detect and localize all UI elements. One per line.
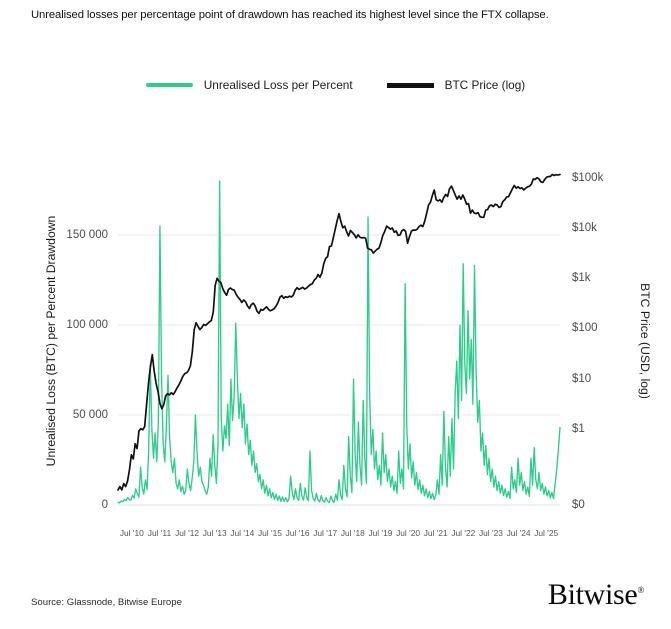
x-tick-0: Jul '10	[119, 528, 144, 538]
x-tick-6: Jul '16	[285, 528, 310, 538]
legend-item-unrealised-loss[interactable]: Unrealised Loss per Percent	[145, 78, 353, 92]
bitwise-wordmark: Bitwise	[547, 578, 638, 611]
x-tick-3: Jul '13	[202, 528, 227, 538]
x-tick-2: Jul '12	[175, 528, 200, 538]
x-tick-8: Jul '18	[340, 528, 365, 538]
x-tick-1: Jul '11	[147, 528, 172, 538]
y-axis-left-ticks: 0 50 000 100 000 150 000	[0, 0, 108, 629]
x-tick-10: Jul '20	[396, 528, 421, 538]
x-tick-14: Jul '24	[506, 528, 531, 538]
y-tick-right-5: $10k	[572, 222, 597, 235]
chart-legend: Unrealised Loss per Percent BTC Price (l…	[0, 78, 671, 92]
y-tick-right-4: $1k	[572, 272, 591, 285]
bitwise-logo: Bitwise®	[548, 578, 644, 612]
y-tick-right-3: $100	[572, 322, 598, 335]
x-tick-5: Jul '15	[257, 528, 282, 538]
x-tick-12: Jul '22	[451, 528, 476, 538]
y-tick-left-2: 100 000	[66, 319, 108, 331]
legend-item-btc-price[interactable]: BTC Price (log)	[386, 78, 526, 92]
y-tick-left-0: 0	[101, 499, 108, 511]
y-tick-right-6: $100k	[572, 172, 604, 185]
x-tick-9: Jul '19	[368, 528, 393, 538]
legend-label-btc-price: BTC Price (log)	[444, 78, 526, 92]
legend-swatch-black	[386, 82, 434, 88]
y-tick-left-3: 150 000	[66, 229, 108, 241]
y-tick-right-0: $0	[572, 499, 585, 511]
x-tick-7: Jul '17	[313, 528, 338, 538]
chart-title: Unrealised losses per percentage point o…	[31, 9, 549, 21]
source-note: Source: Glassnode, Bitwise Europe	[31, 597, 182, 608]
legend-swatch-green	[145, 83, 193, 87]
y-tick-left-1: 50 000	[72, 409, 108, 421]
x-tick-11: Jul '21	[423, 528, 448, 538]
x-tick-4: Jul '14	[230, 528, 255, 538]
x-tick-13: Jul '23	[478, 528, 503, 538]
legend-label-unrealised-loss: Unrealised Loss per Percent	[203, 78, 353, 92]
y-tick-right-1: $1	[572, 422, 585, 435]
y-axis-right-ticks: $0 $1 $10 $100 $1k $10k $100k	[572, 0, 642, 629]
registered-mark: ®	[637, 585, 644, 595]
y-tick-right-2: $10	[572, 372, 592, 385]
x-tick-15: Jul '25	[534, 528, 559, 538]
